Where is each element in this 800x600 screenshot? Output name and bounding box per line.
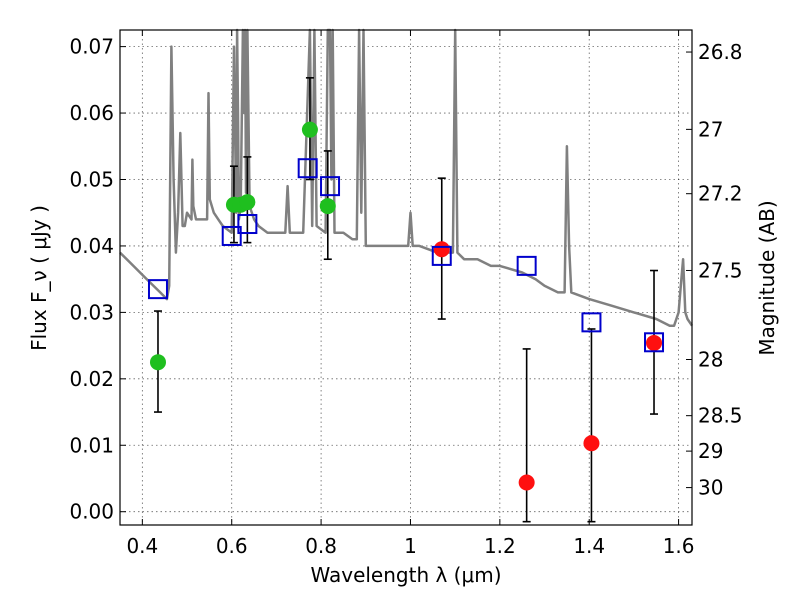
y-tick-label: 0.05 xyxy=(69,167,114,191)
x-tick-label: 0.6 xyxy=(216,534,248,558)
y-tick-label: 0.03 xyxy=(69,300,114,324)
x-tick-label: 1 xyxy=(404,534,417,558)
ticks: 0.4 0.6 0.8 1 1.2 1.4 1.6 0.00 0.01 0.02 0.03 0.04 0… xyxy=(69,30,743,558)
right-tick-label: 27 xyxy=(698,117,723,141)
x-tick-label: 1.4 xyxy=(573,534,605,558)
detection-point xyxy=(239,194,256,211)
model-photometry-layer xyxy=(147,158,665,353)
detection-point xyxy=(301,121,318,138)
x-tick-label: 1.2 xyxy=(484,534,516,558)
detection-point xyxy=(319,198,336,215)
x-tick-label: 0.8 xyxy=(305,534,337,558)
y-tick-label: 0.04 xyxy=(69,234,114,258)
right-tick-label: 29 xyxy=(698,439,723,463)
model-photometry-square xyxy=(147,279,168,300)
model-sed-line xyxy=(119,28,694,327)
model-sed-layer xyxy=(119,28,694,327)
errorbar-layer xyxy=(153,77,659,523)
x-axis-label: Wavelength λ (μm) xyxy=(310,563,501,587)
model-photometry-square xyxy=(237,214,258,235)
plot-frame xyxy=(119,29,693,526)
model-photometry-square xyxy=(297,158,318,179)
y-axis-label: Flux F_ν ( μJy ) xyxy=(27,205,51,351)
nondetection-point xyxy=(646,334,663,351)
points-layer xyxy=(149,121,663,491)
model-photometry-square xyxy=(581,312,602,333)
right-tick-label: 28 xyxy=(698,347,723,371)
y-tick-label: 0.02 xyxy=(69,367,114,391)
model-photometry-square xyxy=(431,245,452,266)
y-tick-label: 0.00 xyxy=(69,500,114,524)
y-tick-label: 0.06 xyxy=(69,101,114,125)
right-tick-label: 27.2 xyxy=(698,182,743,206)
x-tick-label: 0.4 xyxy=(126,534,158,558)
right-tick-label: 30 xyxy=(698,476,723,500)
right-tick-label: 27.5 xyxy=(698,258,743,282)
model-photometry-square xyxy=(516,255,537,276)
right-tick-label: 28.5 xyxy=(698,404,743,428)
model-photometry-square xyxy=(644,332,665,353)
y-tick-label: 0.01 xyxy=(69,433,114,457)
detection-point xyxy=(149,354,166,371)
nondetection-point xyxy=(583,435,600,452)
right-axis-label: Magnitude (AB) xyxy=(755,200,779,355)
nondetection-point xyxy=(433,241,450,258)
x-tick-label: 1.6 xyxy=(663,534,695,558)
right-tick-label: 26.8 xyxy=(698,40,743,64)
nondetection-point xyxy=(518,474,535,491)
y-tick-label: 0.07 xyxy=(69,35,114,59)
model-photometry-square xyxy=(320,176,341,197)
grid xyxy=(120,30,692,525)
model-photometry-square xyxy=(221,225,242,246)
